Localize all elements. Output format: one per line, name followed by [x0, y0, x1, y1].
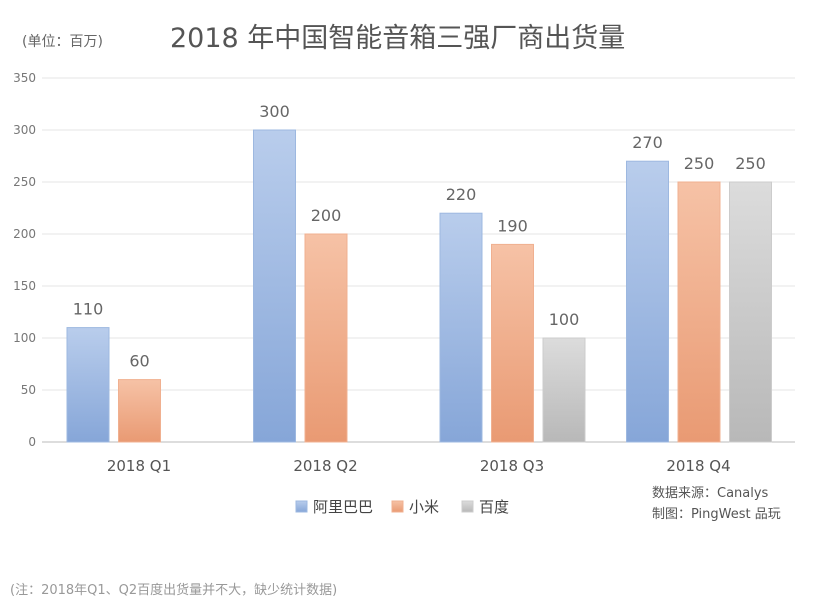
legend-swatch	[295, 500, 308, 513]
credit-label: 制图：PingWest 品玩	[652, 507, 781, 522]
bar-alibaba-q4	[626, 160, 669, 443]
gridlines	[42, 77, 795, 443]
bar-xiaomi-q1	[118, 379, 161, 443]
y-tick-label: 300	[13, 123, 36, 137]
legend-swatch	[391, 500, 404, 513]
data-label: 270	[632, 133, 663, 152]
data-label: 200	[311, 206, 342, 225]
data-label: 100	[549, 310, 580, 329]
data-label: 300	[259, 102, 290, 121]
x-tick-label: 2018 Q1	[107, 457, 171, 475]
bar-alibaba-q3	[439, 212, 483, 443]
bar-xiaomi-q4	[677, 181, 721, 443]
y-axis: 0 50 100 150 200 250 300 350	[13, 71, 36, 449]
legend-label: 百度	[479, 498, 509, 516]
data-label: 190	[497, 216, 528, 235]
legend: 阿里巴巴 小米 百度	[295, 498, 509, 516]
x-tick-label: 2018 Q4	[666, 457, 730, 475]
y-tick-label: 200	[13, 227, 36, 241]
data-label: 110	[73, 300, 104, 319]
bar-baidu-q4	[729, 181, 772, 443]
x-axis: 2018 Q1 2018 Q2 2018 Q3 2018 Q4	[107, 457, 731, 475]
bars	[66, 129, 772, 443]
legend-swatch	[461, 500, 474, 513]
y-tick-label: 350	[13, 71, 36, 85]
bar-baidu-q3	[542, 337, 586, 443]
source-label: 数据来源：Canalys	[652, 486, 769, 501]
data-label: 250	[735, 154, 766, 173]
legend-label: 阿里巴巴	[313, 498, 373, 516]
data-label: 250	[684, 154, 715, 173]
bar-xiaomi-q2	[304, 233, 348, 443]
bar-alibaba-q2	[253, 129, 296, 443]
chart-title: 2018 年中国智能音箱三强厂商出货量	[170, 23, 625, 54]
y-tick-label: 150	[13, 279, 36, 293]
bar-alibaba-q1	[66, 327, 110, 443]
bar-xiaomi-q3	[491, 243, 534, 443]
x-tick-label: 2018 Q2	[293, 457, 357, 475]
data-labels: 110 60 300 200 220 190 100 270 250 250	[73, 102, 766, 371]
y-tick-label: 100	[13, 331, 36, 345]
data-label: 60	[129, 352, 149, 371]
y-tick-label: 250	[13, 175, 36, 189]
footnote: (注：2018年Q1、Q2百度出货量并不大，缺少统计数据)	[10, 582, 337, 598]
unit-label: (单位：百万)	[22, 34, 103, 50]
data-label: 220	[446, 185, 477, 204]
y-tick-label: 0	[28, 435, 36, 449]
x-tick-label: 2018 Q3	[480, 457, 544, 475]
legend-label: 小米	[409, 498, 439, 516]
y-tick-label: 50	[21, 383, 36, 397]
